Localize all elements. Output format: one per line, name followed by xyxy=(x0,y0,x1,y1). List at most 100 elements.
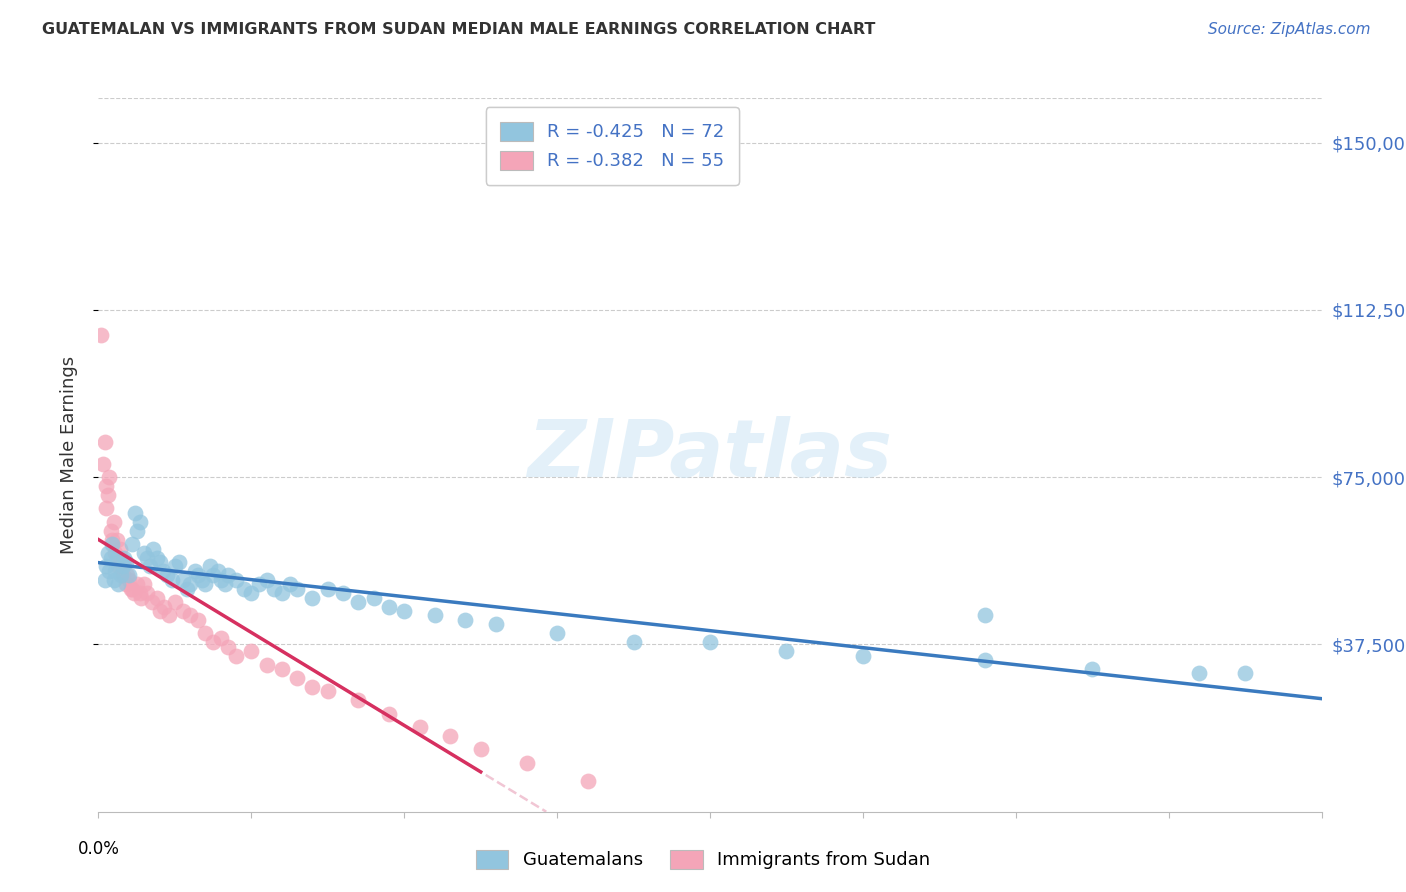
Point xyxy=(98,470,121,484)
Point xyxy=(454,613,477,627)
Point xyxy=(121,582,143,596)
Point xyxy=(392,604,416,618)
Point xyxy=(122,586,145,600)
Point xyxy=(156,568,179,582)
Point xyxy=(207,564,229,578)
Point xyxy=(240,586,263,600)
Point xyxy=(187,613,209,627)
Point xyxy=(470,742,492,756)
Point xyxy=(209,573,232,587)
Point xyxy=(115,577,138,591)
Legend: Guatemalans, Immigrants from Sudan: Guatemalans, Immigrants from Sudan xyxy=(467,840,939,879)
Point xyxy=(145,550,167,565)
Point xyxy=(139,559,162,574)
Point xyxy=(111,559,134,574)
Point xyxy=(105,533,128,547)
Point xyxy=(576,773,599,788)
Point xyxy=(121,537,143,551)
Point xyxy=(118,568,141,582)
Point xyxy=(225,573,247,587)
Point xyxy=(118,573,141,587)
Point xyxy=(285,582,308,596)
Point xyxy=(142,541,165,556)
Text: 0.0%: 0.0% xyxy=(77,840,120,858)
Point xyxy=(107,559,129,574)
Point xyxy=(110,568,132,582)
Point xyxy=(202,635,225,649)
Point xyxy=(1081,662,1104,676)
Point xyxy=(149,604,172,618)
Text: Source: ZipAtlas.com: Source: ZipAtlas.com xyxy=(1208,22,1371,37)
Point xyxy=(172,604,194,618)
Text: ZIPatlas: ZIPatlas xyxy=(527,416,893,494)
Point xyxy=(1234,666,1257,681)
Point xyxy=(485,617,508,632)
Point xyxy=(202,568,225,582)
Point xyxy=(103,573,125,587)
Point xyxy=(125,524,148,538)
Point xyxy=(120,582,142,596)
Point xyxy=(546,626,568,640)
Point xyxy=(378,706,401,721)
Point xyxy=(217,568,239,582)
Point xyxy=(263,582,285,596)
Y-axis label: Median Male Earnings: Median Male Earnings xyxy=(59,356,77,554)
Point xyxy=(136,586,159,600)
Point xyxy=(1188,666,1211,681)
Point xyxy=(163,559,186,574)
Point xyxy=(240,644,263,658)
Point xyxy=(129,591,152,605)
Point xyxy=(256,573,278,587)
Point xyxy=(103,515,125,529)
Point xyxy=(94,501,117,516)
Point xyxy=(301,680,323,694)
Point xyxy=(91,457,114,471)
Point xyxy=(128,586,150,600)
Point xyxy=(775,644,797,658)
Point xyxy=(316,684,339,698)
Point xyxy=(363,591,385,605)
Point xyxy=(112,550,135,565)
Point xyxy=(136,550,159,565)
Point xyxy=(105,550,128,565)
Point xyxy=(98,564,121,578)
Text: GUATEMALAN VS IMMIGRANTS FROM SUDAN MEDIAN MALE EARNINGS CORRELATION CHART: GUATEMALAN VS IMMIGRANTS FROM SUDAN MEDI… xyxy=(42,22,876,37)
Point xyxy=(623,635,645,649)
Point xyxy=(112,555,135,569)
Point xyxy=(107,577,129,591)
Point xyxy=(194,577,217,591)
Point xyxy=(516,756,538,770)
Point xyxy=(225,648,247,663)
Point xyxy=(184,564,207,578)
Point xyxy=(179,577,201,591)
Point xyxy=(93,434,115,449)
Point xyxy=(153,599,176,614)
Point xyxy=(101,537,124,551)
Point xyxy=(90,327,112,342)
Point xyxy=(94,479,117,493)
Point xyxy=(117,568,139,582)
Point xyxy=(278,577,301,591)
Point xyxy=(974,653,997,667)
Point xyxy=(408,720,430,734)
Point xyxy=(209,631,232,645)
Point xyxy=(347,595,370,609)
Point xyxy=(160,573,183,587)
Point xyxy=(191,573,214,587)
Point xyxy=(163,595,186,609)
Point xyxy=(179,608,201,623)
Point xyxy=(423,608,446,623)
Point xyxy=(100,524,122,538)
Point xyxy=(104,564,127,578)
Point xyxy=(256,657,278,672)
Point xyxy=(172,573,194,587)
Point xyxy=(134,577,156,591)
Point xyxy=(439,729,461,743)
Point xyxy=(101,533,124,547)
Point xyxy=(316,582,339,596)
Point xyxy=(198,559,221,574)
Point xyxy=(115,555,138,569)
Point xyxy=(301,591,323,605)
Point xyxy=(852,648,875,663)
Point xyxy=(378,599,401,614)
